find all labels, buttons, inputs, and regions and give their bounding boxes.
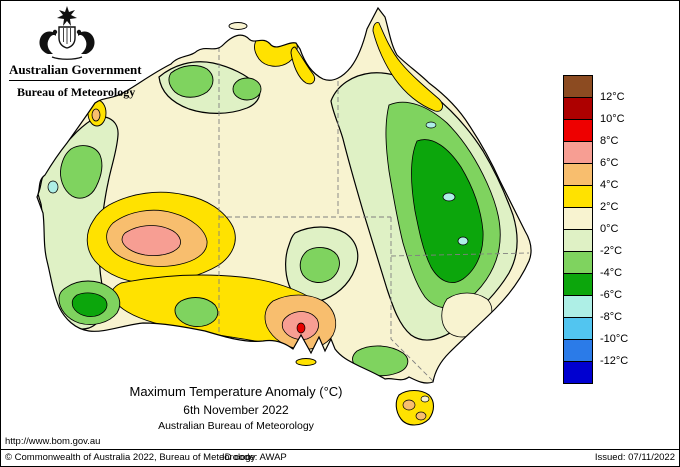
issued-text: Issued: 07/11/2022 <box>594 452 675 463</box>
legend: 12°C 10°C 8°C 6°C 4°C 2°C 0°C -2°C -4°C -6°C -8°C -… <box>563 75 663 395</box>
region-west-coast-cyan <box>47 180 59 194</box>
legend-label: 6°C <box>600 157 619 169</box>
state-border-qld-nsw <box>390 252 530 257</box>
state-borders <box>218 47 530 382</box>
region-arnhem-mid-green <box>232 77 262 101</box>
regions-dark-green <box>71 139 484 317</box>
map-title: Maximum Temperature Anomaly (°C) <box>129 384 343 399</box>
bureau-title: Bureau of Meteorology <box>17 85 136 99</box>
crest-shield-stripes <box>63 28 71 44</box>
map-date: 6th November 2022 <box>183 403 289 417</box>
crest-emu <box>78 31 95 54</box>
region-gulf-west-yellow <box>290 46 316 85</box>
government-title: Australian Government <box>9 62 142 77</box>
coat-of-arms-icon <box>39 6 95 60</box>
legend-label: 4°C <box>600 179 619 191</box>
legend-swatch <box>563 361 593 384</box>
region-central-wa-salmon <box>121 225 181 256</box>
region-tas-cream <box>420 395 430 403</box>
region-ne-coast-yellow <box>372 22 443 112</box>
footer-bar: © Commonwealth of Australia 2022, Bureau… <box>1 449 679 466</box>
legend-label: 0°C <box>600 223 619 235</box>
map-source: Australian Bureau of Meteorology <box>158 420 314 432</box>
region-sa-coast-red <box>296 322 306 334</box>
kangaroo-island <box>295 358 317 366</box>
state-border-sa-nsw <box>390 217 434 382</box>
region-tas-orange-1 <box>402 399 416 411</box>
region-nw-cape-orange <box>91 108 101 122</box>
region-tas-orange-2 <box>415 411 427 421</box>
crest-star <box>57 6 77 26</box>
crest-kangaroo-head <box>52 29 58 35</box>
bom-url-link[interactable]: http://www.bom.gov.au <box>5 436 101 447</box>
region-center-mid-green <box>299 247 340 283</box>
region-bight-mid-green <box>174 297 219 328</box>
legend-label: -12°C <box>600 355 629 367</box>
id-code-text: ID code: AWAP <box>222 452 287 463</box>
crest-emu-head <box>76 29 82 35</box>
legend-label: -4°C <box>600 267 623 279</box>
header-divider <box>9 80 136 81</box>
region-west-south-dark-green <box>71 292 108 317</box>
crest-kangaroo <box>39 31 56 54</box>
region-se-cream-patch <box>441 292 493 338</box>
legend-labels: 12°C 10°C 8°C 6°C 4°C 2°C 0°C -2°C -4°C -6°C -8°C -… <box>563 75 663 395</box>
copyright-text: © Commonwealth of Australia 2022, Bureau… <box>5 452 256 463</box>
legend-label: -8°C <box>600 311 623 323</box>
legend-label: -6°C <box>600 289 623 301</box>
legend-label: 2°C <box>600 201 619 213</box>
legend-label: -10°C <box>600 333 629 345</box>
region-qld-cyan-3 <box>425 121 437 129</box>
region-kimberley-mid-green <box>168 65 214 98</box>
region-qld-cyan-2 <box>457 236 469 246</box>
legend-swatches <box>563 75 593 384</box>
crest-scroll <box>51 56 83 60</box>
legend-label: -2°C <box>600 245 623 257</box>
crest-shield <box>58 26 76 49</box>
legend-label: 12°C <box>600 91 625 103</box>
regions-cyan <box>47 121 469 246</box>
melville-island <box>228 22 248 30</box>
legend-label: 8°C <box>600 135 619 147</box>
region-qld-dark-green <box>411 139 484 283</box>
mainland-outline <box>36 6 532 384</box>
legend-label: 10°C <box>600 113 625 125</box>
region-west-north-mid-green <box>60 145 103 199</box>
region-qld-cyan-1 <box>442 192 456 202</box>
